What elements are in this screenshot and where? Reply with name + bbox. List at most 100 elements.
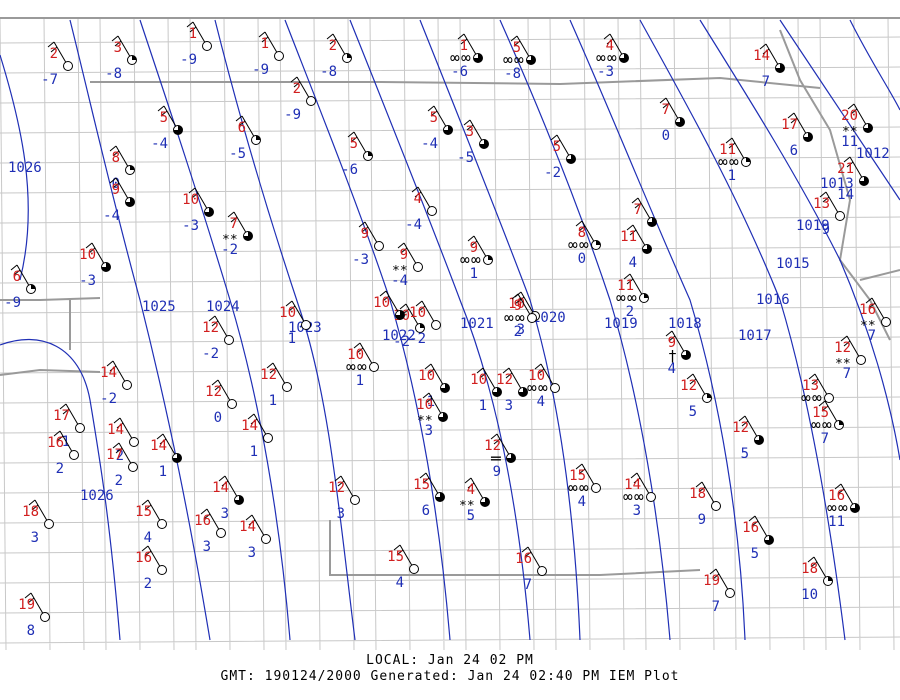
station-dewpoint: 11 (841, 134, 858, 150)
sky-cover-icon (803, 132, 813, 142)
sky-cover-icon (243, 231, 253, 241)
sky-cover-icon (527, 313, 537, 323)
station-plot: 12 5 (732, 415, 764, 462)
station-plot: ∞ ∞15 4 (568, 463, 601, 510)
station-temperature: 5 (350, 136, 358, 152)
station-dewpoint: -4 (151, 136, 168, 152)
station-temperature: 9 (514, 298, 522, 314)
sky-cover-icon (764, 535, 774, 545)
station-temperature: 1 (189, 26, 197, 42)
station-dewpoint: -9 (4, 295, 21, 311)
station-dewpoint: 3 (505, 398, 513, 414)
station-plot: 14 2 (107, 417, 139, 464)
station-temperature: 20 (841, 108, 858, 124)
station-plot: 14 3 (212, 475, 244, 522)
station-temperature: 16 (828, 488, 845, 504)
station-dewpoint: -3 (597, 64, 614, 80)
station-dewpoint: 1 (479, 398, 487, 414)
station-plot: 17 6 (781, 112, 813, 159)
sky-cover-icon (26, 284, 36, 294)
haze-icon: ∞ (450, 48, 460, 67)
station-plot: ∞ ∞111 (718, 137, 751, 184)
isobar-label: 1020 (532, 310, 566, 326)
station-dewpoint: 0 (662, 128, 670, 144)
isobar-line (499, 19, 671, 641)
isobar-line (139, 19, 291, 641)
station-plot: 10 -2 (409, 300, 441, 347)
sky-cover-icon (823, 576, 833, 586)
haze-icon: ∞ (812, 388, 822, 407)
sky-cover-icon (157, 565, 167, 575)
station-dewpoint: -8 (504, 66, 521, 82)
station-temperature: 5 (513, 40, 521, 56)
station-dewpoint: 3 (31, 530, 39, 546)
station-dewpoint: 3 (203, 539, 211, 555)
station-temperature: 14 (212, 480, 229, 496)
sky-cover-icon (835, 211, 845, 221)
station-dewpoint: 6 (422, 503, 430, 519)
sky-cover-icon (859, 176, 869, 186)
station-plot: 16 2 (135, 545, 167, 592)
station-dewpoint: 2 (626, 304, 634, 320)
sky-cover-icon (369, 362, 379, 372)
station-plot: 16 5 (742, 515, 774, 562)
station-dewpoint: 0 (112, 176, 120, 192)
snow-icon: ∗∗ (222, 230, 238, 245)
station-plot: ∗∗20 11 (841, 103, 873, 150)
sky-cover-icon (172, 453, 182, 463)
station-temperature: 14 (100, 365, 117, 381)
station-dewpoint: -5 (457, 150, 474, 166)
station-dewpoint: 1 (269, 393, 277, 409)
station-temperature: 10 (347, 347, 364, 363)
sky-cover-icon (44, 519, 54, 529)
sky-cover-icon (526, 55, 536, 65)
station-dewpoint: 1 (427, 394, 435, 410)
station-dewpoint: -3 (352, 252, 369, 268)
station-dewpoint: 7 (868, 328, 876, 344)
generated-info: GMT: 190124/2000 Generated: Jan 24 02:40… (221, 669, 680, 684)
station-plot: ∞ ∞16 11 (827, 483, 860, 530)
sky-cover-icon (431, 320, 441, 330)
station-temperature: 15 (135, 504, 152, 520)
station-plot: 14 -2 (100, 360, 132, 407)
station-plot: ∞ ∞13 (801, 373, 834, 407)
station-dewpoint: 2 (56, 461, 64, 477)
isobar-line (0, 338, 121, 641)
station-plot: 10 -3 (79, 242, 111, 289)
sky-cover-icon (342, 53, 352, 63)
sky-cover-icon (479, 139, 489, 149)
sky-cover-icon (440, 383, 450, 393)
station-dewpoint: -2 (221, 242, 238, 258)
sky-cover-icon (101, 262, 111, 272)
haze-icon: ∞ (460, 250, 470, 269)
station-temperature: 12 (834, 340, 851, 356)
station-temperature: 16 (742, 520, 759, 536)
station-plot: 4 -4 (405, 186, 437, 233)
haze-icon: ∞ (357, 357, 367, 376)
sky-cover-icon (566, 154, 576, 164)
snow-icon: ∗∗ (860, 316, 876, 331)
isobar-label: 1019 (604, 316, 638, 332)
station-temperature: 9 (400, 247, 408, 263)
station-temperature: 18 (22, 504, 39, 520)
sky-cover-icon (350, 495, 360, 505)
sky-cover-icon (415, 323, 425, 333)
isobar-label: 1026 (8, 160, 42, 176)
isobar-line (849, 19, 900, 111)
sky-cover-icon (681, 350, 691, 360)
station-plot: ∗∗4 5 (459, 477, 490, 524)
station-plot: 12 5 (680, 373, 712, 420)
snow-icon: ∗∗ (392, 261, 408, 276)
haze-icon: ∞ (634, 487, 644, 506)
sky-cover-icon (125, 165, 135, 175)
station-plot: †9 4 (665, 330, 691, 377)
sky-cover-icon (125, 197, 135, 207)
snow-icon: ∗∗ (417, 411, 433, 426)
haze-icon: ∞ (827, 498, 837, 517)
station-temperature: 7 (230, 216, 238, 232)
state-border-north (0, 17, 900, 576)
haze-icon: ∞ (838, 498, 848, 517)
sky-cover-icon (63, 61, 73, 71)
sky-cover-icon (711, 501, 721, 511)
